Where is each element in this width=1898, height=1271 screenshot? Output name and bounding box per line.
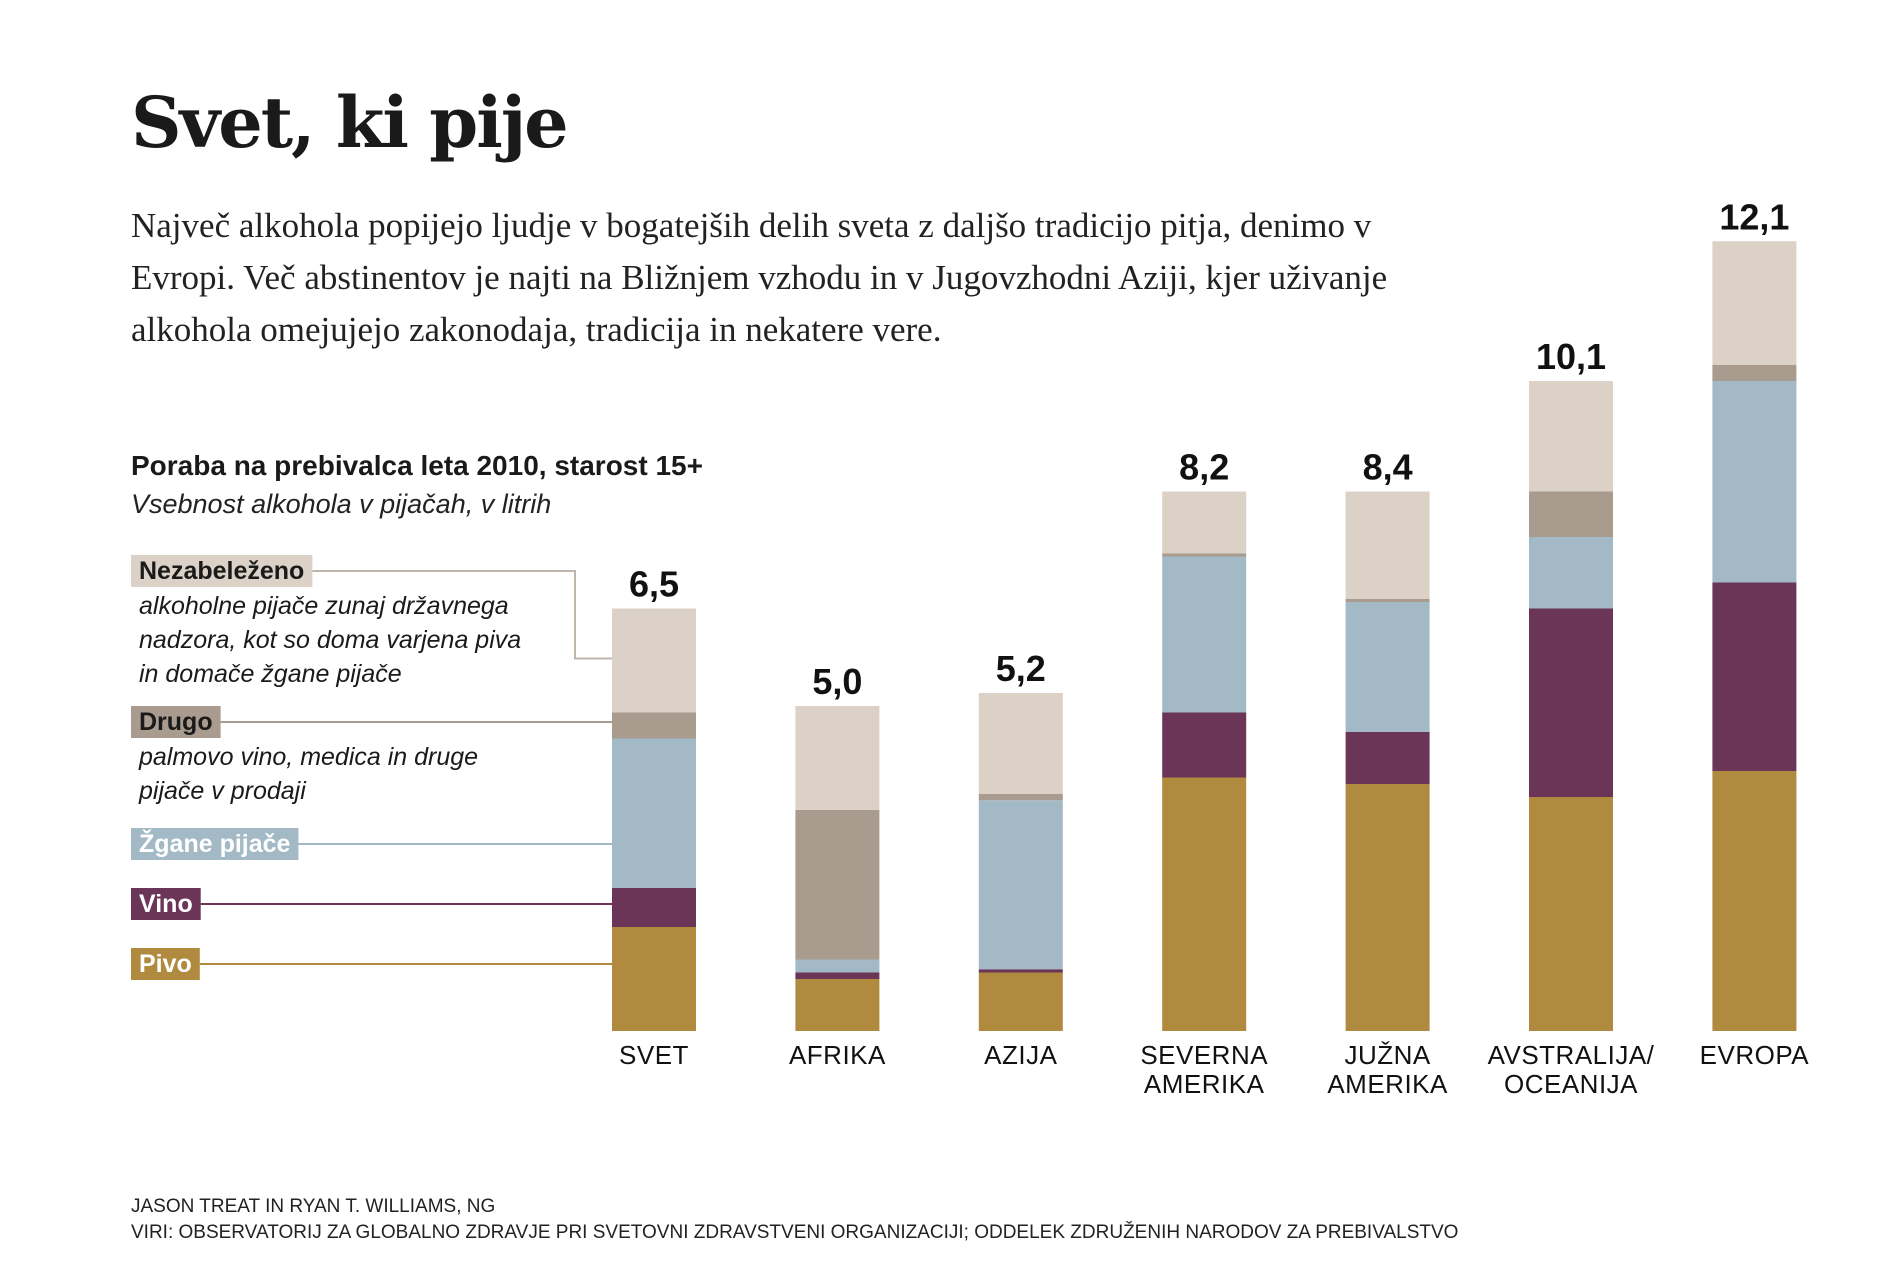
- legend-swatch-3: [131, 706, 221, 738]
- chart-subtitle: Vsebnost alkohola v pijačah, v litrih: [131, 489, 552, 519]
- bar-segment-3-6: [1712, 364, 1797, 381]
- total-label-5: 10,1: [1536, 336, 1606, 377]
- bar-segment-0-1: [795, 979, 880, 1031]
- category-label-2-0: AZIJA: [984, 1040, 1057, 1070]
- total-label-6: 12,1: [1719, 196, 1789, 237]
- credits: JASON TREAT IN RYAN T. WILLIAMS, NG VIRI…: [131, 1194, 1458, 1246]
- bar-segment-0-5: [1529, 797, 1613, 1031]
- category-label-6-0: EVROPA: [1700, 1040, 1810, 1070]
- bar-segment-2-3: [1162, 556, 1247, 713]
- page-title: Svet, ki pije: [131, 81, 569, 164]
- category-label-3-0: SEVERNA: [1140, 1040, 1268, 1070]
- bar-segment-2-0: [612, 738, 696, 888]
- credits-authors: JASON TREAT IN RYAN T. WILLIAMS, NG: [131, 1196, 496, 1217]
- bar-segment-4-1: [795, 706, 880, 810]
- total-label-1: 5,0: [812, 661, 862, 702]
- category-label-1-0: AFRIKA: [789, 1040, 886, 1070]
- bar-segment-4-3: [1162, 491, 1247, 554]
- legend: Nezabeleženo alkoholne pijače zunaj držav…: [131, 555, 612, 980]
- bar-segment-3-1: [795, 810, 880, 960]
- intro-text: Največ alkohola popijejo ljudje v bogate…: [131, 206, 1388, 349]
- legend-description-4-2: in domače žgane pijače: [139, 660, 402, 688]
- legend-label-0: Pivo: [139, 950, 192, 978]
- bar-segment-2-2: [978, 800, 1063, 970]
- category-label-4-1: AMERIKA: [1327, 1069, 1448, 1099]
- legend-swatch-0: [131, 948, 200, 980]
- legend-description-3-1: pijače v prodaji: [138, 777, 307, 805]
- category-label-0-0: SVET: [619, 1040, 689, 1070]
- bar-segment-2-5: [1529, 537, 1613, 609]
- legend-swatch-4: [131, 555, 313, 587]
- bar-segment-1-0: [612, 888, 696, 927]
- bar-segment-1-5: [1529, 608, 1613, 797]
- legend-label-2: Žgane pijače: [139, 828, 291, 858]
- bar-segment-1-2: [978, 969, 1063, 973]
- bar-segment-1-4: [1345, 732, 1430, 784]
- bar-segment-3-2: [978, 793, 1063, 801]
- leader-line-4: [312, 570, 612, 660]
- bar-segment-2-4: [1345, 602, 1430, 732]
- legend-description-3-0: palmovo vino, medica in druge: [138, 743, 478, 771]
- total-label-0: 6,5: [629, 564, 679, 605]
- chart-title: Poraba na prebivalca leta 2010, starost …: [131, 450, 703, 481]
- total-label-4: 8,4: [1363, 447, 1413, 488]
- bar-segment-1-6: [1712, 582, 1797, 771]
- bar-segment-3-0: [612, 712, 696, 739]
- bar-segment-3-4: [1345, 598, 1430, 602]
- bar-segment-3-5: [1529, 491, 1613, 537]
- legend-label-3: Drugo: [139, 708, 213, 736]
- legend-swatch-1: [131, 888, 201, 920]
- total-label-3: 8,2: [1179, 447, 1229, 488]
- legend-label-4: Nezabeleženo: [139, 557, 304, 585]
- total-label-2: 5,2: [996, 648, 1046, 689]
- category-label-5-1: OCEANIJA: [1504, 1069, 1638, 1099]
- bar-segment-0-3: [1162, 777, 1247, 1031]
- bar-segment-1-1: [795, 972, 880, 979]
- bar-segment-0-6: [1712, 771, 1797, 1031]
- bar-segment-4-5: [1529, 381, 1613, 492]
- category-label-3-1: AMERIKA: [1144, 1069, 1265, 1099]
- bar-segment-1-3: [1162, 712, 1247, 778]
- bars-group: 6,5SVET5,0AFRIKA5,2AZIJA8,2SEVERNAAMERIK…: [612, 196, 1809, 1099]
- bar-segment-3-3: [1162, 553, 1247, 557]
- category-label-4-0: JUŽNA: [1344, 1040, 1430, 1070]
- bar-segment-0-0: [612, 927, 696, 1031]
- bar-segment-0-4: [1345, 784, 1430, 1031]
- legend-description-4-0: alkoholne pijače zunaj državnega: [139, 592, 509, 620]
- legend-description-4-1: nadzora, kot so doma varjena piva: [139, 626, 521, 654]
- bar-segment-2-1: [795, 959, 880, 973]
- bar-segment-2-6: [1712, 381, 1797, 583]
- bar-segment-4-2: [978, 693, 1063, 794]
- bar-segment-4-4: [1345, 491, 1430, 599]
- legend-swatch-2: [131, 828, 299, 860]
- bar-segment-4-6: [1712, 241, 1797, 365]
- legend-label-1: Vino: [139, 890, 193, 918]
- bar-segment-0-2: [978, 972, 1063, 1031]
- category-label-5-0: AVSTRALIJA/: [1488, 1040, 1655, 1070]
- credits-sources: VIRI: OBSERVATORIJ ZA GLOBALNO ZDRAVJE P…: [131, 1222, 1459, 1243]
- bar-segment-4-0: [612, 608, 696, 713]
